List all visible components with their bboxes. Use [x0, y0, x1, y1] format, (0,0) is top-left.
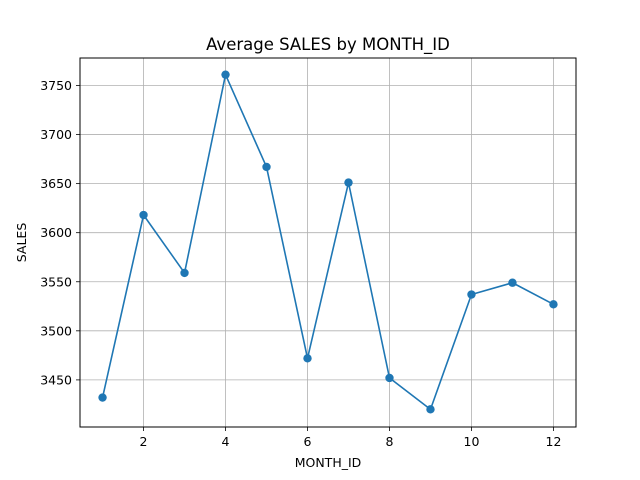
data-point — [303, 354, 312, 363]
data-point — [98, 393, 107, 402]
x-tick-label: 8 — [386, 434, 394, 449]
data-point — [426, 405, 435, 414]
x-axis-label: MONTH_ID — [295, 455, 362, 470]
x-tick-label: 10 — [464, 434, 480, 449]
data-point — [549, 300, 558, 309]
grid-lines — [80, 58, 576, 427]
y-tick-label: 3500 — [40, 323, 72, 338]
y-axis-label: SALES — [14, 223, 29, 263]
chart-title: Average SALES by MONTH_ID — [206, 35, 450, 55]
x-tick-label: 2 — [140, 434, 148, 449]
plot-area-frame — [79, 57, 577, 428]
data-point — [508, 278, 517, 287]
data-point — [344, 178, 353, 187]
data-point — [180, 268, 189, 278]
data-series — [98, 70, 558, 414]
data-point — [139, 210, 148, 220]
data-point — [467, 290, 476, 299]
x-tick-label: 4 — [222, 434, 230, 449]
x-tick-label: 12 — [546, 434, 562, 449]
y-tick-label: 3750 — [40, 78, 72, 93]
data-point — [385, 373, 394, 383]
y-tick-label: 3550 — [40, 274, 72, 289]
y-tick-label: 3650 — [40, 176, 72, 191]
data-point — [262, 162, 271, 172]
y-tick-label: 3600 — [40, 225, 72, 240]
data-point — [221, 70, 230, 79]
axis-ticks: 2 4 6 8 10 12 3450 3500 3550 3600 3650 3700 3750 — [40, 78, 561, 449]
x-tick-label: 6 — [304, 434, 312, 449]
series-line — [101, 73, 554, 411]
y-tick-label: 3700 — [40, 127, 72, 142]
y-tick-label: 3450 — [40, 372, 72, 387]
